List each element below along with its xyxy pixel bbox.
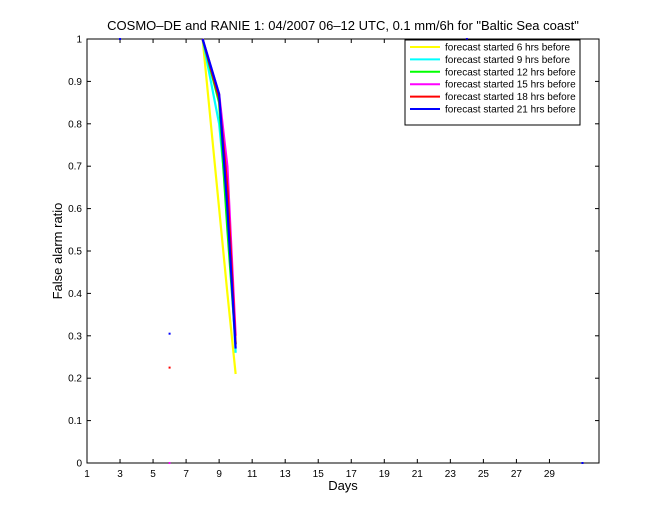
x-axis-label: Days — [328, 478, 358, 493]
x-tick-label: 7 — [183, 469, 189, 480]
legend-box — [404, 39, 581, 126]
y-tick-label: 0.7 — [68, 162, 82, 173]
y-axis: 0 0.1 0.2 0.3 0.4 0.5 0.6 0.7 0.8 0.9 1 — [68, 35, 599, 470]
x-axis: 1 3 5 7 9 11 13 15 17 19 21 23 25 27 29 — [84, 39, 555, 480]
x-tick-label: 9 — [216, 469, 222, 480]
x-tick-label: 23 — [445, 469, 457, 480]
legend-label: forecast started 12 hrs before — [445, 67, 576, 78]
legend-label: forecast started 18 hrs before — [445, 92, 576, 103]
y-tick-label: 0.6 — [68, 204, 82, 215]
y-tick-label: 0.8 — [68, 119, 82, 130]
y-axis-label: False alarm ratio — [50, 203, 65, 300]
legend-label: forecast started 21 hrs before — [445, 105, 576, 116]
x-tick-label: 17 — [346, 469, 358, 480]
x-tick-label: 19 — [379, 469, 391, 480]
y-tick-label: 0.3 — [68, 331, 82, 342]
x-tick-label: 1 — [84, 469, 90, 480]
y-tick-label: 0 — [76, 459, 82, 470]
x-tick-label: 5 — [150, 469, 156, 480]
x-tick-label: 25 — [478, 469, 490, 480]
x-tick-label: 3 — [117, 469, 123, 480]
x-tick-label: 27 — [511, 469, 523, 480]
series-line — [201, 38, 237, 349]
series-layer — [119, 38, 584, 464]
legend-label: forecast started 15 hrs before — [445, 80, 576, 91]
series-line — [201, 38, 237, 375]
y-tick-label: 1 — [76, 35, 82, 46]
chart-title: COSMO–DE and RANIE 1: 04/2007 06–12 UTC,… — [107, 18, 579, 33]
y-tick-label: 0.9 — [68, 77, 82, 88]
x-tick-label: 15 — [313, 469, 325, 480]
x-tick-label: 11 — [247, 469, 258, 480]
x-tick-label: 29 — [544, 469, 556, 480]
y-tick-label: 0.4 — [68, 289, 82, 300]
y-tick-label: 0.5 — [68, 247, 82, 258]
y-tick-label: 0.1 — [68, 416, 82, 427]
legend-label: forecast started 6 hrs before — [445, 43, 571, 54]
x-tick-label: 21 — [412, 469, 424, 480]
x-tick-label: 13 — [280, 469, 292, 480]
y-tick-label: 0.2 — [68, 374, 82, 385]
legend-label: forecast started 9 hrs before — [445, 55, 571, 66]
